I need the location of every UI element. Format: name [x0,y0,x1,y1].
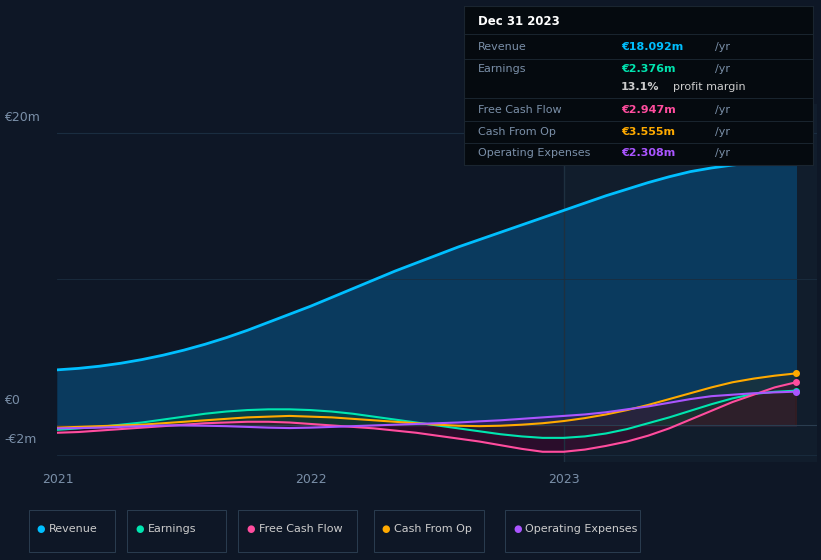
Text: Dec 31 2023: Dec 31 2023 [478,15,560,28]
Text: profit margin: profit margin [673,82,745,92]
Text: /yr: /yr [715,148,730,158]
Text: Operating Expenses: Operating Expenses [525,524,638,534]
Text: Cash From Op: Cash From Op [394,524,472,534]
Text: Revenue: Revenue [49,524,98,534]
Text: -€2m: -€2m [4,433,36,446]
Bar [564,104,817,462]
Text: 2023: 2023 [548,473,580,486]
Text: €2.308m: €2.308m [621,148,675,158]
Text: /yr: /yr [715,127,730,137]
Text: 13.1%: 13.1% [621,82,659,92]
Text: Free Cash Flow: Free Cash Flow [259,524,342,534]
Text: Operating Expenses: Operating Expenses [478,148,590,158]
Text: €2.376m: €2.376m [621,64,676,74]
Text: 2022: 2022 [295,473,327,486]
Text: ●: ● [382,524,390,534]
Text: Free Cash Flow: Free Cash Flow [478,105,562,115]
Text: ●: ● [135,524,144,534]
Text: ●: ● [513,524,521,534]
Text: 2021: 2021 [42,473,73,486]
Text: /yr: /yr [715,105,730,115]
Text: €2.947m: €2.947m [621,105,676,115]
Text: /yr: /yr [715,64,730,74]
Text: /yr: /yr [715,42,730,52]
Text: Revenue: Revenue [478,42,526,52]
Text: €20m: €20m [4,111,40,124]
Text: ●: ● [246,524,255,534]
Text: €0: €0 [4,394,20,407]
Text: ●: ● [37,524,45,534]
Text: Earnings: Earnings [148,524,196,534]
Text: Earnings: Earnings [478,64,526,74]
Text: Cash From Op: Cash From Op [478,127,556,137]
Text: €18.092m: €18.092m [621,42,683,52]
Text: €3.555m: €3.555m [621,127,675,137]
